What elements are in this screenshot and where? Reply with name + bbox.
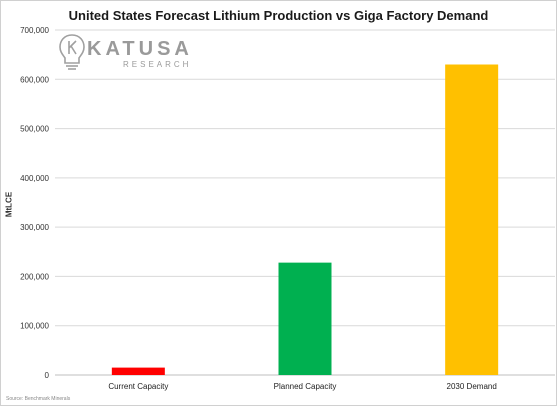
y-tick-label: 500,000 <box>20 125 49 134</box>
lightbulb-k-icon <box>59 34 85 70</box>
bar <box>278 262 332 375</box>
x-category-label: Current Capacity <box>108 382 168 391</box>
x-category-label: Planned Capacity <box>274 382 337 391</box>
y-tick-label: 600,000 <box>20 75 49 84</box>
x-axis-categories: Current Capacity Planned Capacity 2030 Dem… <box>108 382 496 391</box>
y-tick-label: 200,000 <box>20 272 49 281</box>
logo-wordmark: KATUSA <box>87 38 193 60</box>
y-tick-label: 700,000 <box>20 26 49 35</box>
source-note: Source: Benchmark Minerals <box>6 396 71 402</box>
katusa-logo: KATUSA RESEARCH <box>57 32 197 72</box>
y-axis-ticks: 0 100,000 200,000 300,000 400,000 500,000 600,… <box>20 26 49 380</box>
chart-title: United States Forecast Lithium Productio… <box>68 8 489 23</box>
logo-subtitle: RESEARCH <box>123 60 192 69</box>
bar <box>445 64 499 375</box>
y-tick-label: 0 <box>45 371 50 380</box>
y-tick-label: 100,000 <box>20 322 49 331</box>
y-tick-label: 400,000 <box>20 174 49 183</box>
bar <box>111 367 165 375</box>
y-tick-label: 300,000 <box>20 223 49 232</box>
bars <box>111 64 499 375</box>
x-category-label: 2030 Demand <box>447 382 497 391</box>
